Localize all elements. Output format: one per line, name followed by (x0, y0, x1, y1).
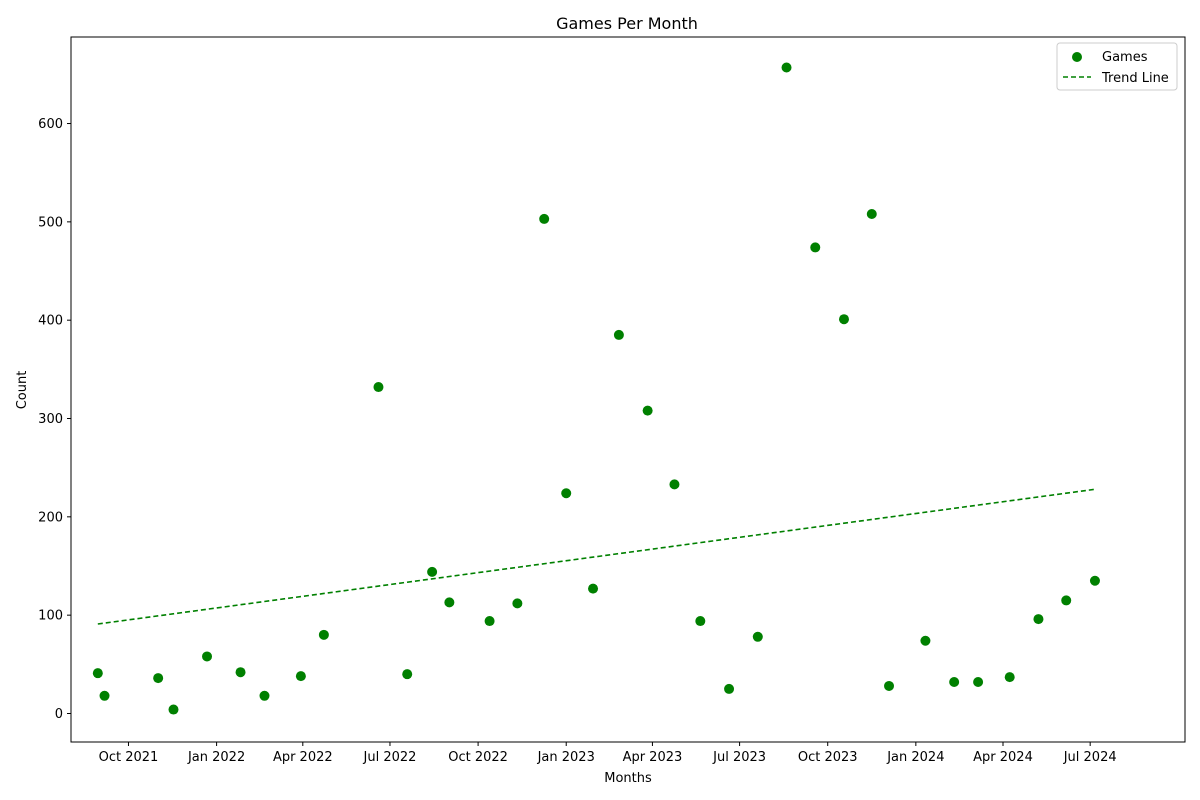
data-point (295, 671, 306, 682)
x-tick-label: Oct 2022 (448, 750, 508, 765)
trend-line (97, 488, 1096, 625)
x-tick-label: Jul 2023 (712, 750, 766, 765)
data-point (613, 329, 624, 340)
y-tick-label: 300 (38, 412, 63, 427)
plot-area (92, 62, 1100, 715)
legend-games-label: Games (1102, 50, 1148, 65)
data-point (202, 651, 213, 662)
data-point (539, 213, 550, 224)
data-point (1061, 595, 1072, 606)
x-axis-label: Months (604, 771, 652, 786)
x-tick-label: Oct 2021 (99, 750, 159, 765)
x-tick-label: Apr 2024 (973, 750, 1033, 765)
data-point (973, 677, 984, 688)
x-tick-label: Apr 2022 (273, 750, 333, 765)
data-point (724, 683, 735, 694)
y-tick-label: 200 (38, 510, 63, 525)
data-point (561, 488, 572, 499)
legend-box (1056, 42, 1178, 91)
data-point (781, 62, 792, 73)
x-axis: Oct 2021 Jan 2022 Apr 2022 Jul 2022 Oct 2022… (99, 742, 1117, 765)
data-point (318, 629, 329, 640)
y-tick-label: 400 (38, 314, 63, 329)
data-point (1089, 575, 1100, 586)
data-point (884, 680, 895, 691)
x-tick-label: Jan 2023 (537, 750, 595, 765)
data-point (259, 690, 270, 701)
data-point (153, 673, 164, 684)
data-point (92, 668, 103, 679)
data-point (695, 616, 706, 627)
y-tick-label: 0 (55, 707, 63, 722)
data-point (168, 704, 179, 715)
legend: Games Trend Line (1056, 42, 1178, 91)
data-point (373, 382, 384, 393)
x-tick-label: Jan 2022 (187, 750, 245, 765)
plot-frame (70, 36, 1186, 743)
x-tick-label: Jul 2024 (1063, 750, 1117, 765)
y-tick-label: 100 (38, 609, 63, 624)
chart-title: Games Per Month (556, 14, 698, 33)
y-axis-label: Count (15, 371, 30, 410)
data-point (484, 616, 495, 627)
data-point (427, 566, 438, 577)
legend-trend-label: Trend Line (1101, 71, 1169, 86)
x-tick-label: Apr 2023 (623, 750, 683, 765)
data-point (866, 208, 877, 219)
data-point (642, 405, 653, 416)
data-point (99, 690, 110, 701)
data-point (752, 631, 763, 642)
data-point (810, 242, 821, 253)
data-point (444, 597, 455, 608)
data-point (588, 583, 599, 594)
legend-games-marker (1072, 52, 1082, 62)
data-point (512, 598, 523, 609)
y-tick-label: 500 (38, 215, 63, 230)
data-point (1033, 614, 1044, 625)
data-point (838, 314, 849, 325)
data-point (1004, 672, 1015, 683)
data-point (920, 635, 931, 646)
data-point (235, 667, 246, 678)
data-point (402, 669, 413, 680)
data-point (949, 677, 960, 688)
data-point (669, 479, 680, 490)
x-tick-label: Jan 2024 (886, 750, 944, 765)
x-tick-label: Oct 2023 (798, 750, 858, 765)
y-axis: 0 100 200 300 400 500 600 (38, 117, 71, 722)
x-tick-label: Jul 2022 (363, 750, 417, 765)
y-tick-label: 600 (38, 117, 63, 132)
